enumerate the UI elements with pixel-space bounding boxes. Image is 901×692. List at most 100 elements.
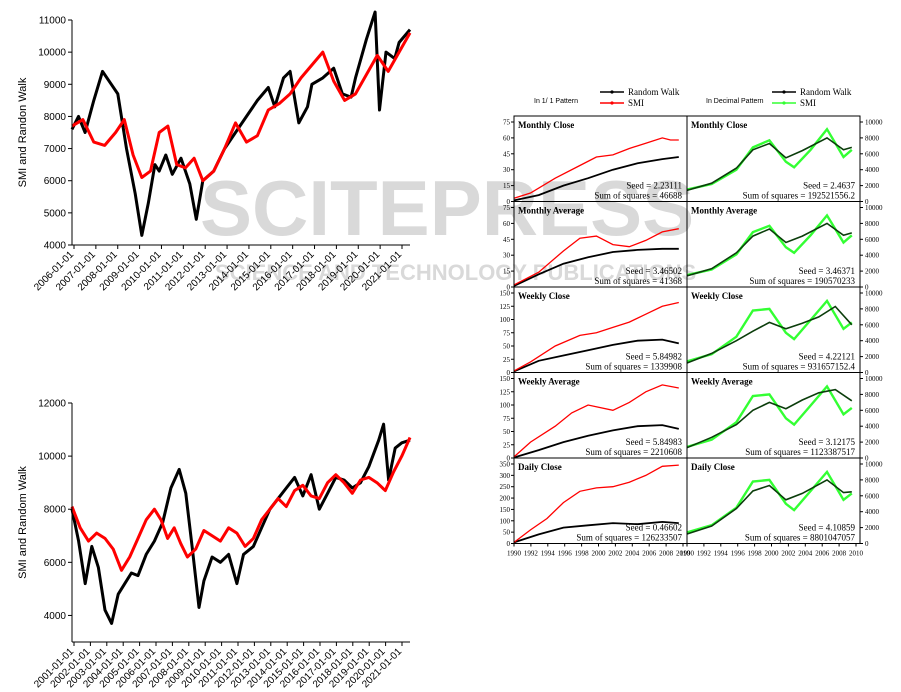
panel-left-y-tick-label: 125 <box>500 303 511 311</box>
panel-right-y-tick-label: 6000 <box>865 321 880 329</box>
panel-left-sum-of-squares: Sum of squares = 126233507 <box>576 533 682 543</box>
panel-left-smi-line <box>513 384 679 458</box>
x-tick-label-right: 1992 <box>697 550 712 558</box>
y-tick-label: 8000 <box>44 505 67 516</box>
x-tick-label-right: 1996 <box>731 550 746 558</box>
panel-left-y-tick-label: 15 <box>503 268 511 276</box>
y-axis-title: SMI and Random Walk <box>17 466 29 579</box>
panel-left-y-tick-label: 200 <box>500 495 511 503</box>
panel-right-smi-line <box>686 127 853 191</box>
panel-right-randomwalk-line <box>686 136 853 192</box>
panel-right-sum-of-squares: Sum of squares = 190570233 <box>749 276 855 286</box>
chart-bottom-left: 40006000800010000120002001-01-012002-01-… <box>17 399 412 690</box>
x-tick-label-left: 2006 <box>642 550 657 558</box>
panel-right-y-tick-label: 6000 <box>865 150 880 158</box>
x-tick-label-right: 2002 <box>781 550 796 558</box>
panel-left-y-tick-label: 0 <box>507 284 511 292</box>
panel-left-y-tick-label: 0 <box>507 455 511 463</box>
panel-left-y-tick-label: 75 <box>503 119 511 127</box>
panel-right-y-tick-label: 4000 <box>865 508 880 516</box>
panel-right-frame <box>686 457 861 544</box>
panel-right-y-tick-label: 10000 <box>865 119 883 127</box>
panel-right-y-tick-label: 0 <box>865 455 869 463</box>
panel-right-y-tick-label: 2000 <box>865 439 880 447</box>
panel-right-title: Weekly Average <box>691 377 753 387</box>
panel-left-y-tick-label: 0 <box>507 540 511 548</box>
panel-right-y-tick-label: 2000 <box>865 353 880 361</box>
y-tick-label: 6000 <box>44 558 67 569</box>
x-tick-label-right: 1998 <box>748 550 763 558</box>
panel-left-title: Monthly Close <box>518 120 574 130</box>
panel-left-sum-of-squares: Sum of squares = 1339908 <box>585 362 682 372</box>
panel-left-y-tick-label: 100 <box>500 402 511 410</box>
panel-left-sum-of-squares: Sum of squares = 2210608 <box>585 447 682 457</box>
panel-right-y-tick-label: 8000 <box>865 134 880 142</box>
series-line-1 <box>70 436 412 572</box>
panel-left-y-tick-label: 150 <box>500 506 511 514</box>
legend-left-header: In 1/ 1 Pattern <box>534 98 578 105</box>
panel-right-sum-of-squares: Sum of squares = 192521556.2 <box>743 191 855 201</box>
panel-left-y-tick-label: 25 <box>503 441 511 449</box>
panel-left-y-tick-label: 150 <box>500 290 511 298</box>
series-line-0 <box>70 10 412 237</box>
x-tick-label-left: 1994 <box>541 550 556 558</box>
panel-left-title: Monthly Average <box>518 206 584 216</box>
y-tick-label: 7000 <box>44 144 67 155</box>
panel-left-y-tick-label: 50 <box>503 343 511 351</box>
panel-left-randomwalk-line <box>513 247 679 287</box>
legend-marker <box>782 101 786 105</box>
legend-marker <box>610 90 614 94</box>
x-tick-label-right: 2004 <box>798 550 813 558</box>
x-tick-label-left: 2004 <box>625 550 640 558</box>
panel-left-seed: Seed = 2.23111 <box>626 181 682 191</box>
x-tick-label-left: 1996 <box>558 550 573 558</box>
panel-right-y-tick-label: 10000 <box>865 461 883 469</box>
panel-right-randomwalk-line <box>686 478 852 535</box>
panel-left-y-tick-label: 60 <box>503 134 511 142</box>
panel-right-y-tick-label: 2000 <box>865 524 880 532</box>
legend-right-header: In Decimal Pattern <box>706 98 764 105</box>
legend-label: Random Walk <box>800 87 852 97</box>
panel-left-smi-line <box>513 228 679 286</box>
panel-left-smi-line <box>513 301 679 372</box>
panel-right-smi-line <box>686 298 853 363</box>
panel-right-randomwalk-line <box>686 222 853 277</box>
panel-right-y-tick-label: 2000 <box>865 268 880 276</box>
panel-right-y-tick-label: 4000 <box>865 252 880 260</box>
y-tick-label: 8000 <box>44 112 67 123</box>
x-tick-label-left: 2002 <box>608 550 623 558</box>
panel-right-sum-of-squares: Sum of squares = 1123387517 <box>745 447 855 457</box>
panel-left-seed: Seed = 5.84983 <box>626 437 683 447</box>
panel-left-randomwalk-line <box>513 338 680 373</box>
panel-left-y-tick-label: 60 <box>503 220 511 228</box>
x-tick-label-right: 1994 <box>714 550 729 558</box>
legend-marker <box>782 90 786 94</box>
panel-right-y-tick-label: 10000 <box>865 290 883 298</box>
y-tick-label: 10000 <box>38 48 66 59</box>
x-tick-label-right: 1990 <box>680 550 695 558</box>
panel-right-randomwalk-line <box>686 305 853 364</box>
panel-left-y-tick-label: 125 <box>500 388 511 396</box>
panel-right-y-tick-label: 8000 <box>865 220 880 228</box>
panel-left-y-tick-label: 75 <box>503 415 511 423</box>
x-tick-label-left: 1990 <box>507 550 522 558</box>
panel-right-title: Monthly Close <box>691 120 747 130</box>
y-tick-label: 5000 <box>44 208 67 219</box>
legend-marker <box>610 101 614 105</box>
panel-right-y-tick-label: 4000 <box>865 337 880 345</box>
panel-left-y-tick-label: 100 <box>500 517 511 525</box>
watermark-sub: SCIENCE AND TECHNOLOGY PUBLICATIONS <box>215 260 696 285</box>
x-tick-label-right: 2006 <box>815 550 830 558</box>
panel-left-seed: Seed = 0.46602 <box>626 523 682 533</box>
panel-right-randomwalk-line <box>686 388 853 449</box>
y-tick-label: 6000 <box>44 176 67 187</box>
panel-right-y-tick-label: 2000 <box>865 182 880 190</box>
y-tick-label: 11000 <box>39 16 67 27</box>
panel-left-y-tick-label: 0 <box>507 369 511 377</box>
panel-left-y-tick-label: 150 <box>500 375 511 383</box>
panel-right-seed: Seed = 4.10859 <box>799 523 856 533</box>
panel-right-title: Weekly Close <box>691 291 743 301</box>
panel-right-y-tick-label: 10000 <box>865 204 883 212</box>
panel-left-y-tick-label: 350 <box>500 461 511 469</box>
panel-left-randomwalk-line <box>513 156 679 202</box>
